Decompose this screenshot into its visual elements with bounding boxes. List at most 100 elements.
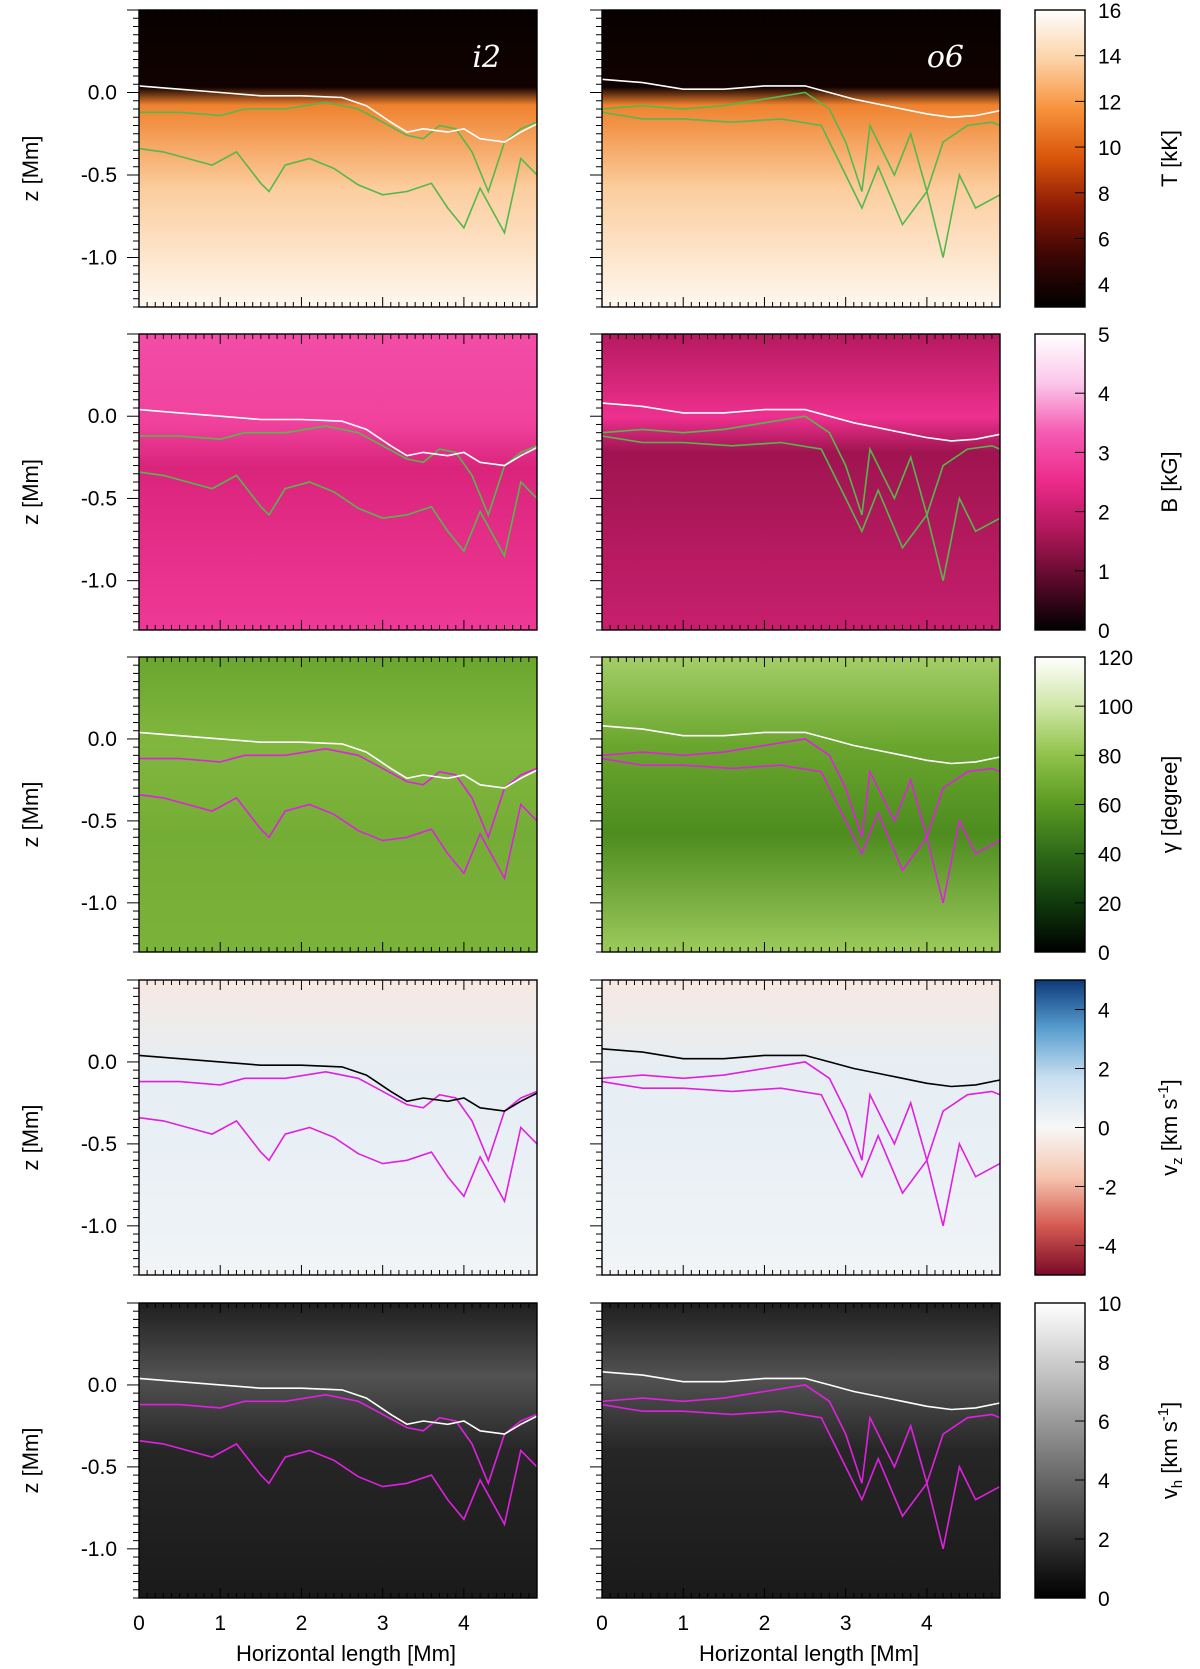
colorbar-tick-label: 100 [1098,696,1133,719]
y-axis-title: z [Mm] [18,782,43,848]
contour-line-2 [138,1116,538,1204]
heatmap-vz-i2 [139,980,537,1275]
tau-line [601,725,1001,765]
heatmap-B-o6 [602,334,1000,630]
tau-line [138,1377,538,1435]
heatmap-vh-i2 [139,1303,537,1598]
heatmap-gamma-o6 [602,657,1000,952]
tau-line [138,1054,538,1112]
colorbar-tick-label: 0 [1098,1118,1110,1141]
contour-line-1 [601,738,1001,841]
colorbar-tick-label: -4 [1098,1236,1117,1259]
colorbar-title: vh [km s-1] [1155,1402,1186,1499]
contour-line-1 [139,1393,538,1486]
contour-line-1 [601,1061,1001,1164]
colorbar-tick-label: 16 [1098,0,1121,23]
heatmap-vh-o6 [602,1303,1000,1598]
contour-line-2 [138,147,538,236]
y-tick-label: -1.0 [81,1538,117,1561]
tau-line [138,731,538,789]
tau-line [601,402,1001,442]
colorbar-tick-label: 4 [1098,1470,1110,1493]
colorbar-tick-label: 20 [1098,893,1121,916]
tau-line [601,1048,1001,1088]
y-tick-label: 0.0 [88,405,117,428]
colorbar-tick-label: 120 [1098,647,1133,670]
colorbar-tick-label: 4 [1098,274,1110,297]
colorbar-vh [1034,1302,1086,1599]
y-tick-label: -0.5 [81,810,117,833]
colorbar-tick-label: 40 [1098,844,1121,867]
y-tick-label: -1.0 [81,1215,117,1238]
colorbar-title: T [kK] [1157,130,1182,187]
x-tick-label: 1 [214,1612,226,1635]
x-tick-label: 1 [677,1612,689,1635]
x-tick-label: 3 [377,1612,389,1635]
y-tick-label: -0.5 [81,487,117,510]
colorbar-tick-label: 60 [1098,795,1121,818]
contour-line-2 [601,757,1001,903]
contour-line-2 [601,1403,1001,1549]
colorbar-tick-label: 8 [1098,1352,1110,1375]
colorbar-tick-label: 0 [1098,620,1110,643]
x-tick-label: 0 [596,1612,608,1635]
heatmap-gamma-i2 [139,657,537,952]
colorbar-tick-label: 2 [1098,502,1110,525]
heatmap-B-i2 [139,334,537,630]
colorbar-tick-label: 14 [1098,46,1122,69]
contour-line-1 [601,415,1001,518]
contour-line-2 [601,1080,1001,1226]
colorbar-tick-label: 4 [1098,1000,1110,1023]
x-tick-label: 0 [133,1612,145,1635]
y-axis-title: z [Mm] [18,1105,43,1171]
x-tick-label: 4 [921,1612,933,1635]
x-tick-label: 2 [296,1612,308,1635]
y-tick-label: -0.5 [81,1456,117,1479]
y-tick-label: -1.0 [81,247,117,270]
y-axis-title: z [Mm] [18,1428,43,1494]
colorbar-tick-label: 10 [1098,137,1121,160]
colorbar-tick-label: 2 [1098,1529,1110,1552]
y-tick-label: 0.0 [88,728,117,751]
y-axis-title: z [Mm] [18,136,43,202]
tau-line [601,78,1001,119]
colorbar-tick-label: 5 [1098,324,1110,347]
x-tick-label: 3 [840,1612,852,1635]
heatmap-vz-o6 [602,980,1000,1275]
tau-line [138,85,538,143]
contour-line-1 [139,1070,538,1163]
contour-line-2 [138,793,538,881]
x-axis-title: Horizontal length [Mm] [236,1641,456,1666]
colorbar-tick-label: 0 [1098,1588,1110,1611]
contour-line-1 [601,91,1001,195]
y-tick-label: 0.0 [88,1051,117,1074]
panel-label-o6: o6 [927,40,964,75]
contour-line-1 [601,1384,1001,1487]
heatmap-T-o6 [602,10,1000,307]
y-tick-label: -0.5 [81,1133,117,1156]
contour-line-2 [138,1439,538,1527]
colorbar-tick-label: 3 [1098,442,1110,465]
contour-line-1 [139,425,538,518]
contour-line-1 [139,101,538,194]
contour-line-1 [139,747,538,840]
contour-line-2 [601,111,1001,258]
y-tick-label: -0.5 [81,164,117,187]
colorbar-tick-label: 6 [1098,1411,1110,1434]
colorbar-tick-label: 2 [1098,1059,1110,1082]
colorbar-tick-label: 80 [1098,745,1121,768]
colorbar-tick-label: 4 [1098,383,1110,406]
panel-label-i2: i2 [472,40,501,75]
colorbar-tick-label: 6 [1098,228,1110,251]
colorbar-tick-label: 10 [1098,1293,1121,1316]
y-tick-label: -1.0 [81,892,117,915]
tau-line [138,408,538,467]
x-tick-label: 2 [759,1612,771,1635]
colorbar-tick-label: -2 [1098,1177,1117,1200]
colorbar-tick-label: 1 [1098,561,1110,584]
colorbar-tick-label: 0 [1098,942,1110,965]
y-tick-label: -1.0 [81,570,117,593]
x-axis-title: Horizontal length [Mm] [699,1641,919,1666]
y-axis-title: z [Mm] [18,459,43,525]
